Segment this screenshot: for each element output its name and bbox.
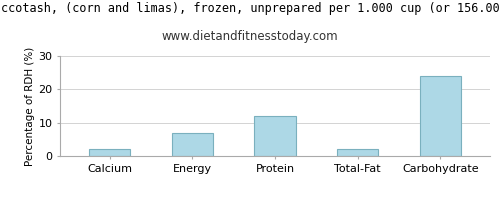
Y-axis label: Percentage of RDH (%): Percentage of RDH (%) [26,46,36,166]
Bar [89,149,130,156]
Bar [172,133,213,156]
Text: ccotash, (corn and limas), frozen, unprepared per 1.000 cup (or 156.00: ccotash, (corn and limas), frozen, unpre… [0,2,500,15]
Bar [420,76,461,156]
Text: www.dietandfitnesstoday.com: www.dietandfitnesstoday.com [162,30,338,43]
Bar [254,116,296,156]
Bar [337,149,378,156]
